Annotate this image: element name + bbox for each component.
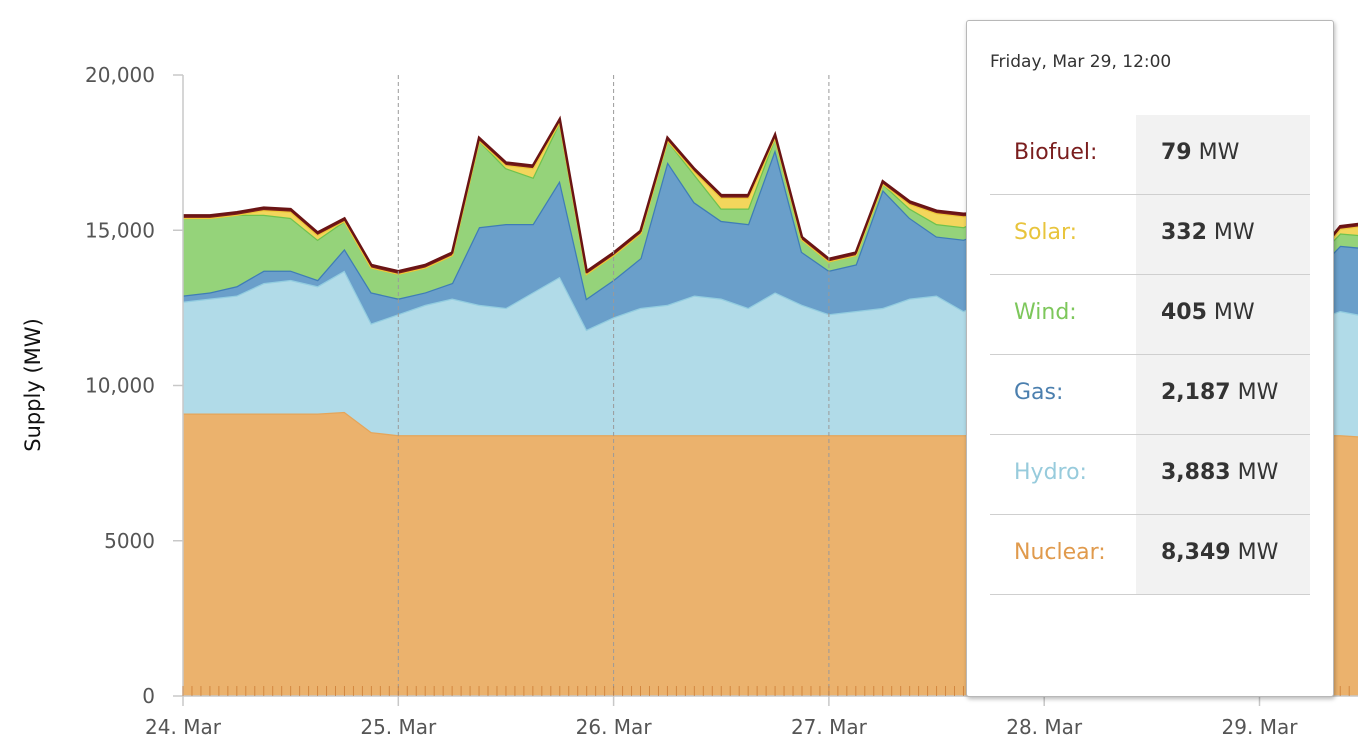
y-tick-label: 20,000: [85, 63, 155, 87]
y-tick-label: 15,000: [85, 218, 155, 242]
tooltip-series-value: 2,187 MW: [1161, 380, 1278, 405]
tooltip-series-name: Wind:: [1014, 300, 1077, 325]
tooltip-series-name: Biofuel:: [1014, 140, 1097, 165]
x-tick-label: 25. Mar: [360, 715, 437, 739]
tooltip-row-gas: Gas: 2,187 MW: [990, 355, 1310, 435]
x-tick-label: 29. Mar: [1222, 715, 1299, 739]
tooltip-series-name: Nuclear:: [1014, 540, 1106, 565]
x-tick-label: 26. Mar: [576, 715, 653, 739]
tooltip-row-solar: Solar: 332 MW: [990, 195, 1310, 275]
tooltip-date: Friday, Mar 29, 12:00: [990, 52, 1171, 72]
tooltip-row-biofuel: Biofuel: 79 MW: [990, 115, 1310, 195]
tooltip-series-value: 405 MW: [1161, 300, 1255, 325]
x-tick-label: 24. Mar: [145, 715, 222, 739]
y-tick-label: 0: [142, 684, 155, 708]
tooltip-series-value: 8,349 MW: [1161, 540, 1278, 565]
tooltip-row-hydro: Hydro: 3,883 MW: [990, 435, 1310, 515]
tooltip-series-value: 79 MW: [1161, 140, 1239, 165]
tooltip-row-wind: Wind: 405 MW: [990, 275, 1310, 355]
y-tick-label: 5000: [104, 529, 155, 553]
tooltip-series-value: 3,883 MW: [1161, 460, 1278, 485]
tooltip-table: Biofuel: 79 MW Solar: 332 MW Wind: 405 MW Gas:…: [990, 115, 1310, 595]
tooltip-series-name: Gas:: [1014, 380, 1063, 405]
x-tick-label: 28. Mar: [1006, 715, 1083, 739]
hover-tooltip: Friday, Mar 29, 12:00 Biofuel: 79 MW Solar…: [966, 20, 1334, 697]
tooltip-row-nuclear: Nuclear: 8,349 MW: [990, 515, 1310, 595]
x-tick-label: 27. Mar: [791, 715, 868, 739]
tooltip-series-name: Hydro:: [1014, 460, 1087, 485]
tooltip-series-name: Solar:: [1014, 220, 1077, 245]
y-axis-title: Supply (MW): [21, 318, 45, 452]
y-tick-label: 10,000: [85, 374, 155, 398]
tooltip-series-value: 332 MW: [1161, 220, 1255, 245]
